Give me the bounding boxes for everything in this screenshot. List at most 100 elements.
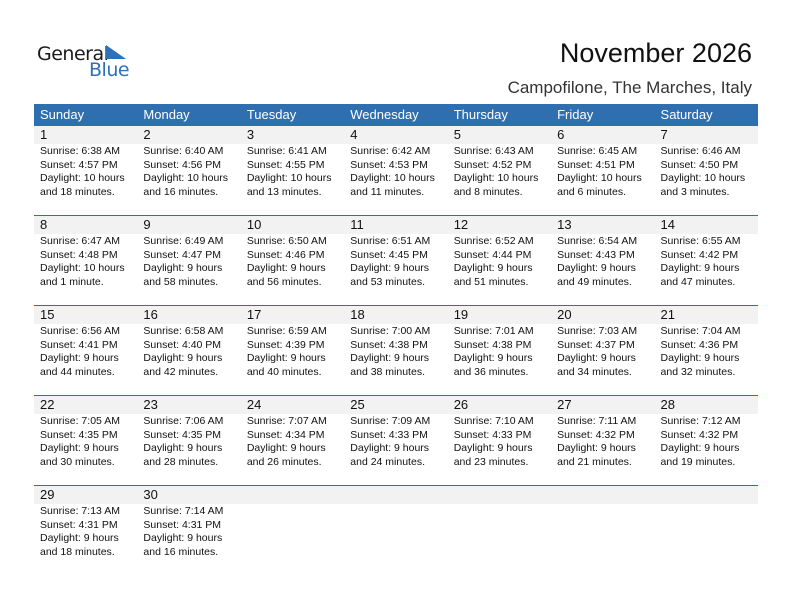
sunset-time: Sunset: 4:52 PM [453,158,532,171]
sunset-time: Sunset: 4:48 PM [40,248,118,261]
daylight-minutes: and 36 minutes. [453,365,529,378]
day-number: 6 [551,126,655,144]
calendar-week: 1 Sunrise: 6:38 AM Sunset: 4:57 PM Daylight… [34,126,758,216]
daylight-minutes: and 13 minutes. [246,185,322,198]
day-number: 1 [34,126,138,144]
sunrise-time: Sunrise: 6:59 AM [246,325,327,337]
day-number: 27 [551,396,655,414]
sunset-time: Sunset: 4:35 PM [143,428,222,441]
sunset-time: Sunset: 4:40 PM [143,338,222,351]
daylight-hours: Daylight: 10 hours [40,172,125,184]
day-cell: 7 Sunrise: 6:46 AM Sunset: 4:50 PM Daylight… [654,126,758,216]
sunrise-time: Sunrise: 7:13 AM [40,505,120,517]
daylight-hours: Daylight: 9 hours [40,352,119,364]
sunset-time: Sunset: 4:35 PM [40,428,118,441]
daylight-minutes: and 53 minutes. [350,275,425,288]
daylight-minutes: and 58 minutes. [143,275,219,288]
day-number: 8 [34,216,138,234]
daylight-minutes: and 32 minutes. [660,365,736,378]
daylight-minutes: and 51 minutes. [453,275,529,288]
daylight-minutes: and 34 minutes. [557,365,632,378]
generalblue-logo: General Blue [37,43,137,83]
daylight-hours: Daylight: 9 hours [453,352,533,364]
sunset-time: Sunset: 4:44 PM [453,248,532,261]
sunrise-time: Sunrise: 6:50 AM [246,235,327,247]
day-number: 17 [240,306,345,324]
sunset-time: Sunset: 4:50 PM [660,158,739,171]
day-cell: 2 Sunrise: 6:40 AM Sunset: 4:56 PM Daylight… [137,126,241,216]
sunset-time: Sunset: 4:53 PM [350,158,428,171]
daylight-minutes: and 23 minutes. [453,455,529,468]
day-cell: 17 Sunrise: 6:59 AM Sunset: 4:39 PM Dayligh… [240,306,345,396]
day-cell: 11 Sunrise: 6:51 AM Sunset: 4:45 PM Dayligh… [344,216,448,306]
daylight-minutes: and 24 minutes. [350,455,425,468]
daylight-hours: Daylight: 9 hours [246,442,326,454]
day-number: 7 [654,126,758,144]
sunset-time: Sunset: 4:51 PM [557,158,635,171]
sunset-time: Sunset: 4:39 PM [246,338,325,351]
sunset-time: Sunset: 4:55 PM [246,158,325,171]
sunrise-time: Sunrise: 7:03 AM [557,325,638,337]
daylight-hours: Daylight: 10 hours [453,172,539,184]
daylight-minutes: and 21 minutes. [557,455,632,468]
empty-day-row [240,486,345,504]
sunset-time: Sunset: 4:32 PM [660,428,739,441]
logo-triangle-icon [106,45,126,59]
sunrise-time: Sunrise: 6:40 AM [143,145,224,157]
sunset-time: Sunset: 4:31 PM [40,518,118,531]
daylight-hours: Daylight: 9 hours [40,532,119,544]
daylight-hours: Daylight: 10 hours [143,172,229,184]
day-number: 11 [344,216,448,234]
day-cell: 23 Sunrise: 7:06 AM Sunset: 4:35 PM Dayligh… [137,396,241,486]
daylight-minutes: and 38 minutes. [350,365,425,378]
day-number: 19 [447,306,552,324]
day-number: 2 [137,126,241,144]
daylight-hours: Daylight: 9 hours [660,442,740,454]
sunrise-time: Sunrise: 6:47 AM [40,235,120,247]
sunrise-time: Sunrise: 7:11 AM [557,415,637,427]
daylight-minutes: and 44 minutes. [40,365,115,378]
daylight-minutes: and 18 minutes. [40,185,115,198]
sunset-time: Sunset: 4:57 PM [40,158,118,171]
empty-cell [447,486,552,576]
sunrise-time: Sunrise: 6:46 AM [660,145,741,157]
day-number: 24 [240,396,345,414]
empty-cell [551,486,655,576]
sunset-time: Sunset: 4:43 PM [557,248,635,261]
daylight-hours: Daylight: 9 hours [143,262,223,274]
daylight-minutes: and 8 minutes. [453,185,523,198]
sunrise-time: Sunrise: 6:52 AM [453,235,534,247]
day-number: 15 [34,306,138,324]
daylight-minutes: and 3 minutes. [660,185,730,198]
day-cell: 30 Sunrise: 7:14 AM Sunset: 4:31 PM Dayligh… [137,486,241,576]
sunrise-time: Sunrise: 7:09 AM [350,415,431,427]
daylight-hours: Daylight: 9 hours [350,262,430,274]
daylight-hours: Daylight: 9 hours [557,442,636,454]
day-number: 10 [240,216,345,234]
day-cell: 4 Sunrise: 6:42 AM Sunset: 4:53 PM Daylight… [344,126,448,216]
day-number: 9 [137,216,241,234]
day-number: 18 [344,306,448,324]
daylight-hours: Daylight: 9 hours [557,262,636,274]
daylight-hours: Daylight: 9 hours [557,352,636,364]
daylight-hours: Daylight: 9 hours [143,442,223,454]
empty-day-row [447,486,552,504]
sunrise-time: Sunrise: 6:41 AM [246,145,327,157]
day-number: 4 [344,126,448,144]
empty-day-row [551,486,655,504]
day-cell: 14 Sunrise: 6:55 AM Sunset: 4:42 PM Dayligh… [654,216,758,306]
day-cell: 21 Sunrise: 7:04 AM Sunset: 4:36 PM Dayligh… [654,306,758,396]
weekday-sunday: Sunday [40,107,85,122]
daylight-hours: Daylight: 10 hours [40,262,125,274]
day-cell: 24 Sunrise: 7:07 AM Sunset: 4:34 PM Dayligh… [240,396,345,486]
calendar-week: 8 Sunrise: 6:47 AM Sunset: 4:48 PM Daylight… [34,215,758,305]
day-number: 14 [654,216,758,234]
daylight-hours: Daylight: 10 hours [660,172,746,184]
daylight-hours: Daylight: 10 hours [246,172,332,184]
day-number: 25 [344,396,448,414]
day-cell: 9 Sunrise: 6:49 AM Sunset: 4:47 PM Daylight… [137,216,241,306]
daylight-minutes: and 19 minutes. [660,455,736,468]
weekday-header: Sunday Monday Tuesday Wednesday Thursday Frid… [34,104,758,126]
empty-cell [654,486,758,576]
sunrise-time: Sunrise: 6:42 AM [350,145,431,157]
